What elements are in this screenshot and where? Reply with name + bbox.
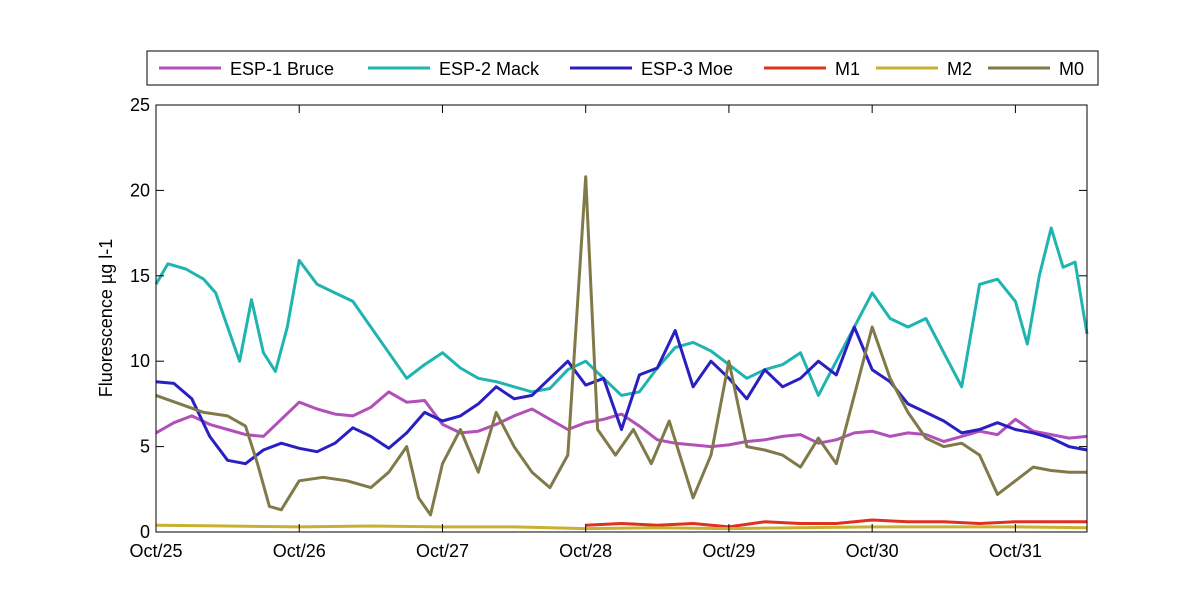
series-line-esp-2-mack bbox=[154, 226, 1089, 397]
x-tick-label: Oct/26 bbox=[273, 541, 326, 561]
x-tick-label: Oct/29 bbox=[702, 541, 755, 561]
series-line-esp-1-bruce bbox=[155, 390, 1088, 449]
y-tick-label: 15 bbox=[130, 266, 150, 286]
y-tick-label: 20 bbox=[130, 180, 150, 200]
series-line-esp-3-moe bbox=[155, 325, 1088, 466]
plot-background bbox=[156, 105, 1087, 532]
legend-label: M2 bbox=[947, 59, 972, 79]
legend-label: M0 bbox=[1059, 59, 1084, 79]
x-tick-label: Oct/30 bbox=[846, 541, 899, 561]
y-axis-label: Fluorescence µg l-1 bbox=[96, 239, 116, 397]
x-tick-label: Oct/31 bbox=[989, 541, 1042, 561]
y-tick-label: 25 bbox=[130, 95, 150, 115]
y-tick-label: 5 bbox=[140, 437, 150, 457]
plot-area: 0 5 10 15 20 25 Oct/25 Oct/26 Oct/27 Oct/28 Oct/29… bbox=[129, 95, 1089, 561]
y-tick-label: 10 bbox=[130, 351, 150, 371]
y-tick-label: 0 bbox=[140, 522, 150, 542]
series-line-m1 bbox=[585, 518, 1087, 529]
plot-frame bbox=[155, 104, 1088, 533]
x-tick-label: Oct/25 bbox=[129, 541, 182, 561]
legend-label: ESP-1 Bruce bbox=[230, 59, 334, 79]
legend-label: M1 bbox=[835, 59, 860, 79]
x-tick-label: Oct/27 bbox=[416, 541, 469, 561]
x-tick-label: Oct/28 bbox=[559, 541, 612, 561]
legend: ESP-1 Bruce ESP-2 Mack ESP-3 Moe M1 M2 M0 bbox=[146, 50, 1099, 86]
series-line-m2 bbox=[155, 523, 1088, 531]
legend-label: ESP-3 Moe bbox=[641, 59, 733, 79]
legend-label: ESP-2 Mack bbox=[439, 59, 540, 79]
series-line-m0 bbox=[155, 175, 1087, 517]
